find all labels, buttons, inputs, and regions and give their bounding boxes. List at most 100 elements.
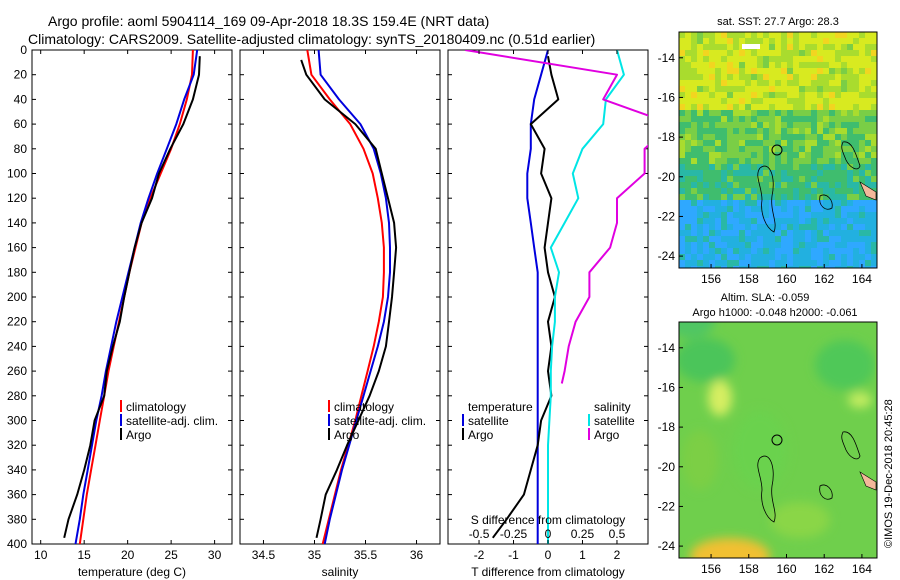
sst-map-cell <box>769 158 775 164</box>
sst-map-cell <box>859 38 865 44</box>
sst-map-cell <box>847 62 853 68</box>
sst-map-cell <box>691 110 697 116</box>
sst-map-cell <box>745 206 751 212</box>
sst-map-cell <box>859 68 865 74</box>
sst-map-cell <box>697 152 703 158</box>
sst-map-cell <box>823 212 829 218</box>
sst-map-cell <box>847 38 853 44</box>
sst-map-cell <box>787 158 793 164</box>
sst-map-cell <box>841 218 847 224</box>
sst-map-cell <box>727 140 733 146</box>
sst-map-cell <box>757 134 763 140</box>
sst-map-cell <box>745 230 751 236</box>
sst-map-cell <box>751 128 757 134</box>
sst-map-cell <box>775 170 781 176</box>
sst-map-cell <box>733 110 739 116</box>
sst-map-cell <box>739 56 745 62</box>
sst-map-cell <box>805 116 811 122</box>
sst-map-cell <box>793 224 799 230</box>
sst-map-cell <box>823 86 829 92</box>
sst-map-cell <box>697 206 703 212</box>
sst-map-cell <box>703 200 709 206</box>
sst-map-cell <box>865 128 871 134</box>
sst-map-cell <box>793 176 799 182</box>
sst-map-cell <box>829 188 835 194</box>
sst-map-cell <box>757 50 763 56</box>
sst-map-cell <box>769 224 775 230</box>
sst-map-cell <box>685 218 691 224</box>
sst-map-cell <box>799 236 805 242</box>
sst-map-cell <box>823 194 829 200</box>
legend-label-climatology: climatology <box>126 400 186 414</box>
sst-map-cell <box>715 92 721 98</box>
sst-map-cell <box>787 44 793 50</box>
sst-map-cell <box>769 56 775 62</box>
sst-map-cell <box>715 266 721 268</box>
sst-map-cell <box>835 32 841 38</box>
depth-tick-label: 400 <box>7 537 27 551</box>
sst-map-cell <box>697 134 703 140</box>
sst-map-cell <box>811 50 817 56</box>
sst-map-cell <box>703 254 709 260</box>
sst-map-cell <box>817 116 823 122</box>
sst-map-cell <box>715 164 721 170</box>
sst-map-cell <box>799 104 805 110</box>
sst-map-cell <box>871 248 877 254</box>
sst-map-cell <box>697 266 703 268</box>
sst-map-cell <box>727 104 733 110</box>
sst-map-cell <box>871 116 877 122</box>
sst-map-cell <box>691 242 697 248</box>
sst-map-cell <box>859 122 865 128</box>
sst-map-cell <box>829 236 835 242</box>
sst-map-cell <box>847 92 853 98</box>
sst-map-cell <box>871 122 877 128</box>
sst-map-cell <box>847 50 853 56</box>
sst-map-cell <box>859 194 865 200</box>
sst-map-cell <box>799 242 805 248</box>
sst-map-cell <box>871 62 877 68</box>
sst-map-cell <box>781 62 787 68</box>
sst-map-cell <box>865 200 871 206</box>
sst-map-cell <box>799 92 805 98</box>
sst-map-cell <box>709 68 715 74</box>
sst-map-cell <box>763 254 769 260</box>
sst-map-cell <box>715 38 721 44</box>
sst-map-cell <box>709 128 715 134</box>
sst-map-cell <box>823 140 829 146</box>
sst-map-cell <box>793 164 799 170</box>
sla-map-x-tick-label: 156 <box>701 562 721 576</box>
sst-map-cell <box>787 80 793 86</box>
sst-map-cell <box>841 146 847 152</box>
sst-map-cell <box>799 68 805 74</box>
sst-map-cell <box>685 230 691 236</box>
sst-map-cell <box>763 152 769 158</box>
sst-map-cell <box>787 254 793 260</box>
sst-map-cell <box>697 242 703 248</box>
sst-map-cell <box>721 254 727 260</box>
sst-map-cell <box>757 248 763 254</box>
sst-map-cell <box>691 230 697 236</box>
sst-map-cell <box>721 116 727 122</box>
sst-map-cell <box>757 170 763 176</box>
sst-map-cell <box>769 104 775 110</box>
sst-map-cell <box>817 146 823 152</box>
sst-map-cell <box>763 212 769 218</box>
sst-map-cell <box>847 260 853 266</box>
sst-map-cell <box>769 182 775 188</box>
sst-map-cell <box>691 62 697 68</box>
sst-map-cell <box>739 164 745 170</box>
sst-map-cell <box>793 38 799 44</box>
sst-map-cell <box>715 236 721 242</box>
sst-map-cell <box>703 68 709 74</box>
sst-map-cell <box>811 140 817 146</box>
s-difference-tick-label: -0.25 <box>500 527 528 541</box>
salinity-legend: climatology satellite-adj. clim. Argo <box>328 400 426 442</box>
sla-map-float-marker <box>771 434 783 446</box>
sst-map-cell <box>733 86 739 92</box>
sst-map-cell <box>757 236 763 242</box>
sst-map-cell <box>841 74 847 80</box>
sst-map-cell <box>799 248 805 254</box>
sst-map-cell <box>859 140 865 146</box>
sst-map-cell <box>865 152 871 158</box>
sst-map-cell <box>817 170 823 176</box>
